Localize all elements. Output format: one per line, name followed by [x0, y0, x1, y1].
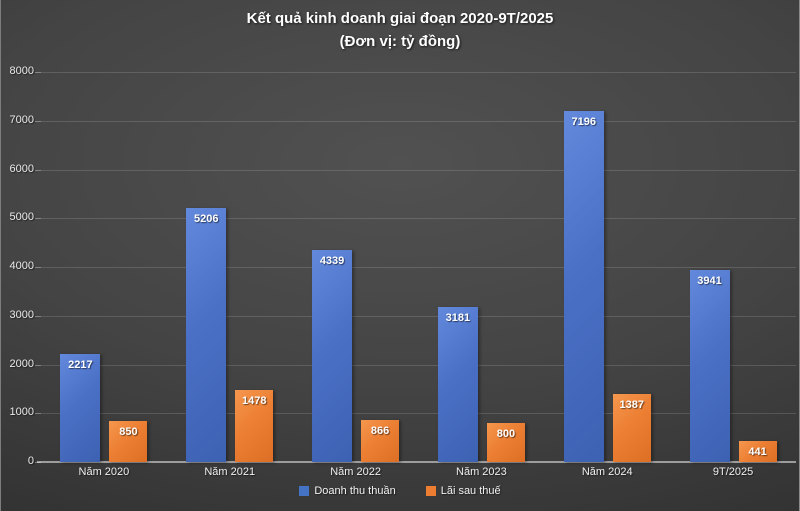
legend-item-Lãi sau thuế: Lãi sau thuế — [425, 485, 501, 497]
y-axis-label-6000: 6000 — [9, 162, 34, 175]
bar-group-Năm 2024: 7196 1387 — [544, 72, 670, 462]
bar-Doanh thu thuần-Năm 2020: 2217 — [60, 353, 101, 462]
x-axis-label-Năm 2022: Năm 2022 — [330, 466, 381, 478]
bar-Lãi sau thuế-Năm 2022: 866 — [361, 419, 400, 462]
x-axis-label-9T/2025: 9T/2025 — [712, 466, 754, 478]
y-axis-label-1000: 1000 — [9, 406, 34, 419]
bar-Doanh thu thuần-Năm 2023: 3181 — [437, 306, 478, 462]
bar-value-label: 441 — [748, 445, 767, 458]
bar-Lãi sau thuế-Năm 2020: 850 — [109, 420, 148, 462]
y-tick-3000 — [35, 315, 41, 317]
y-tick-0 — [35, 462, 41, 463]
chart-title-block: Kết quả kinh doanh giai đoạn 2020-9T/202… — [1, 7, 799, 53]
x-axis-label-Năm 2024: Năm 2024 — [581, 466, 633, 478]
x-axis-label-Năm 2023: Năm 2023 — [456, 466, 507, 478]
bar-group-Năm 2020: 2217 850 — [41, 72, 167, 462]
y-tick-5000 — [35, 218, 41, 220]
bar-value-label: 866 — [370, 424, 390, 437]
bar-Lãi sau thuế-9T/2025: 441 — [738, 440, 777, 462]
bar-Doanh thu thuần-Năm 2024: 7196 — [563, 111, 604, 462]
bar-value-label: 2217 — [68, 358, 93, 371]
bar-value-label: 1478 — [241, 394, 267, 407]
chart-title: Kết quả kinh doanh giai đoạn 2020-9T/202… — [246, 10, 554, 27]
gridline-5000 — [41, 218, 796, 220]
y-tick-4000 — [35, 267, 41, 268]
chart-subtitle: (Đơn vị: tỷ đồng) — [339, 33, 461, 50]
bar-Lãi sau thuế-Năm 2021: 1478 — [235, 389, 274, 462]
bar-value-label: 3181 — [445, 311, 471, 324]
legend-swatch-icon — [425, 486, 436, 496]
gridline-3000 — [41, 315, 796, 317]
gridline-8000 — [41, 72, 796, 73]
bar-value-label: 850 — [119, 425, 138, 438]
bar-groups: 2217 850 5206 1478 4339 866 3181 800 7196 1387 394… — [41, 72, 796, 462]
y-tick-8000 — [35, 72, 41, 73]
gridline-4000 — [41, 267, 796, 268]
y-axis-label-4000: 4000 — [9, 260, 34, 272]
bar-value-label: 1387 — [619, 399, 644, 412]
y-axis-label-3000: 3000 — [9, 308, 34, 321]
x-axis-label-Năm 2020: Năm 2020 — [78, 466, 130, 478]
bar-value-label: 3941 — [697, 274, 722, 287]
y-tick-6000 — [35, 169, 41, 171]
bar-value-label: 4339 — [319, 255, 345, 268]
x-axis-label-Năm 2021: Năm 2021 — [204, 466, 256, 478]
gridline-2000 — [41, 364, 796, 366]
bar-Doanh thu thuần-Năm 2021: 5206 — [186, 208, 227, 462]
y-axis: 0 1000 2000 3000 4000 5000 6000 7000 8000 — [1, 65, 34, 467]
y-axis-label-8000: 8000 — [9, 65, 34, 77]
legend-swatch-icon — [299, 486, 310, 496]
legend-item-Doanh thu thuần: Doanh thu thuần — [299, 485, 396, 497]
bar-value-label: 800 — [496, 428, 516, 440]
x-axis: Năm 2020 Năm 2021 Năm 2022 Năm 2023 Năm 2024… — [41, 466, 796, 478]
x-axis-line — [37, 461, 796, 463]
gridline-6000 — [41, 169, 796, 171]
bar-Lãi sau thuế-Năm 2023: 800 — [486, 423, 525, 462]
bar-group-Năm 2021: 5206 1478 — [167, 72, 293, 462]
bar-group-Năm 2023: 3181 800 — [418, 72, 544, 462]
y-tick-2000 — [35, 364, 41, 366]
bar-group-Năm 2022: 4339 866 — [293, 72, 419, 462]
gridline-1000 — [41, 413, 796, 415]
bar-value-label: 7196 — [571, 116, 596, 129]
y-tick-1000 — [35, 413, 41, 415]
y-axis-label-0: 0 — [27, 455, 34, 467]
bar-Lãi sau thuế-Năm 2024: 1387 — [612, 394, 651, 462]
legend-label: Lãi sau thuế — [440, 485, 501, 497]
plot-area: 2217 850 5206 1478 4339 866 3181 800 7196 1387 394… — [37, 72, 796, 463]
bar-Doanh thu thuần-9T/2025: 3941 — [689, 269, 730, 462]
bar-group-9T/2025: 3941 441 — [670, 72, 796, 462]
y-axis-label-2000: 2000 — [9, 357, 34, 370]
bar-value-label: 5206 — [193, 213, 219, 226]
y-axis-label-5000: 5000 — [9, 211, 34, 224]
legend: Doanh thu thuần Lãi sau thuế — [1, 485, 799, 497]
y-tick-7000 — [35, 120, 41, 122]
y-axis-label-7000: 7000 — [9, 113, 34, 126]
gridline-7000 — [41, 120, 796, 122]
legend-label: Doanh thu thuần — [314, 485, 396, 497]
bar-Doanh thu thuần-Năm 2022: 4339 — [312, 250, 353, 462]
